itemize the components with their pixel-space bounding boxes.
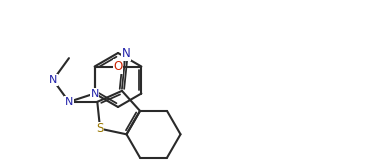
Text: N: N [90,88,99,99]
Text: O: O [113,60,122,73]
Text: N: N [122,47,130,60]
Text: S: S [96,122,104,135]
Text: N: N [49,75,57,85]
Text: N: N [65,97,73,107]
